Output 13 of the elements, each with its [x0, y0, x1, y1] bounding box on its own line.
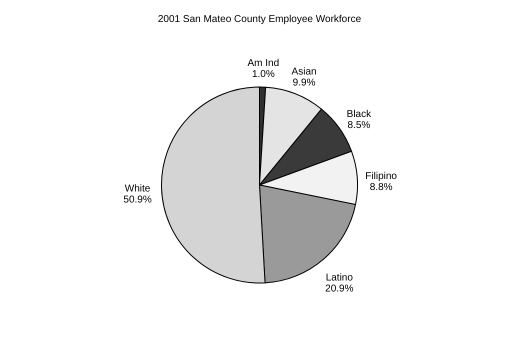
slice-label: Asian	[292, 66, 317, 78]
slice-label: White	[124, 183, 151, 194]
slice-label: Am Ind	[247, 58, 280, 70]
slice-label: Filipino	[365, 170, 398, 182]
data-label: 20.9%	[325, 283, 354, 294]
data-label: 8.8%	[370, 182, 393, 193]
data-label: 1.0%	[252, 69, 275, 80]
slice-label: Black	[346, 109, 372, 120]
data-label: 50.9%	[123, 194, 152, 206]
slice-label: Latino	[326, 272, 354, 284]
data-label: 9.9%	[292, 77, 316, 88]
chart-title: 2001 San Mateo County Employee Workforce	[158, 14, 362, 25]
data-label: 8.5%	[347, 120, 370, 132]
